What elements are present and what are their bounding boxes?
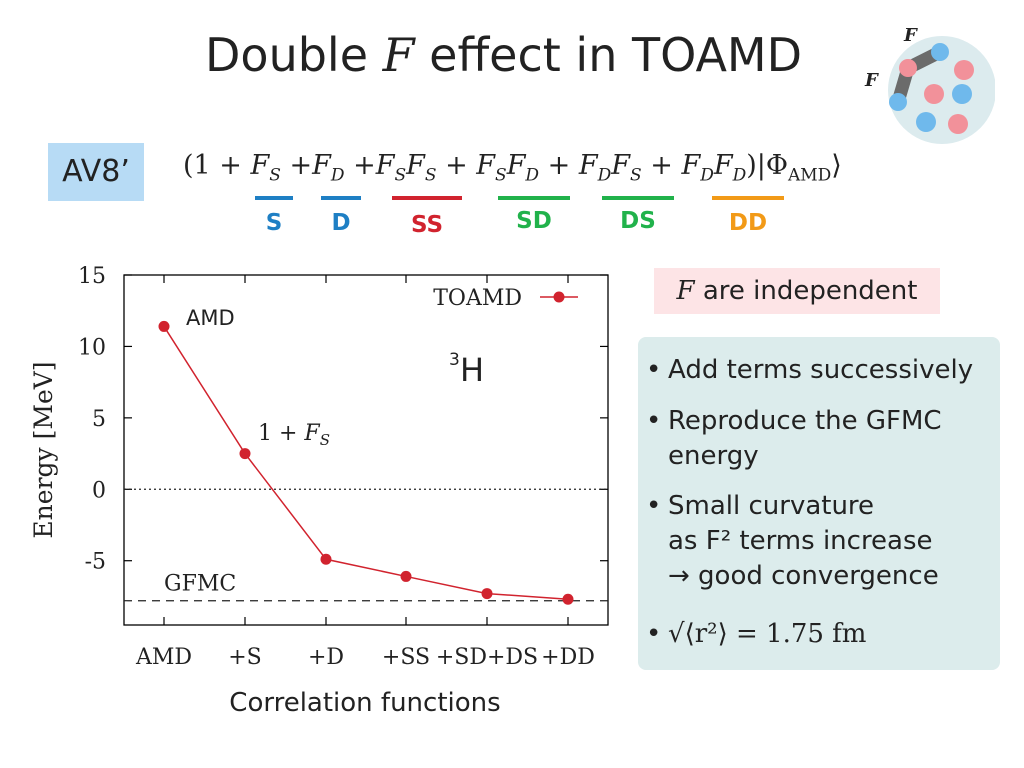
data-point <box>320 553 332 565</box>
term-s: S <box>255 196 293 236</box>
term-sd: SD <box>498 196 570 234</box>
y-tick-label: 15 <box>78 264 106 289</box>
plot-frame <box>123 274 609 626</box>
x-axis-title: Correlation functions <box>229 688 501 718</box>
bullet-marker: • <box>646 491 662 521</box>
nucleus-symbol: H <box>460 351 484 389</box>
title-prefix: Double <box>205 28 368 82</box>
term-label: DS <box>620 208 656 234</box>
term-bar <box>392 196 462 200</box>
x-tick-label: AMD <box>135 645 192 670</box>
term-label: D <box>331 210 351 236</box>
bullet-text: energy <box>668 441 759 471</box>
term-label: SD <box>516 208 552 234</box>
nucleus-mass: 3 <box>449 350 460 370</box>
bullet-text: Reproduce the GFMC <box>668 406 942 436</box>
data-point <box>158 320 170 332</box>
x-tick-label: +DD <box>541 645 595 670</box>
data-point <box>481 588 493 600</box>
x-tick-label: +S <box>228 645 262 670</box>
note-variable: F <box>676 276 695 306</box>
bullet-marker: • <box>646 355 662 385</box>
title-suffix: effect in TOAMD <box>429 28 803 82</box>
term-label: SS <box>410 212 444 238</box>
reference-label: GFMC <box>164 572 236 597</box>
bullet-text: as F² terms increase <box>668 526 933 556</box>
logo-f-left: F <box>864 70 879 91</box>
term-label: DD <box>728 210 768 236</box>
correlation-formula: (1 + FS +FD +FSFS + FSFD + FDFS + FDFD)|… <box>183 150 842 186</box>
term-label: S <box>265 210 283 236</box>
annotation-amd: AMD <box>186 306 235 330</box>
y-tick-label: 5 <box>92 407 106 432</box>
bullet-text: Add terms successively <box>668 355 974 385</box>
term-bar <box>498 196 570 200</box>
slide-title: Double F effect in TOAMD <box>205 28 845 82</box>
summary-box: • Add terms successively • Reproduce the… <box>638 337 1000 670</box>
y-axis-title: Energy [MeV] <box>29 361 58 538</box>
term-bar <box>712 196 784 200</box>
term-ss: SS <box>392 196 462 238</box>
y-tick-label: 10 <box>78 335 106 360</box>
legend-label: TOAMD <box>433 286 522 311</box>
term-bar <box>321 196 361 200</box>
term-d: D <box>321 196 361 236</box>
x-tick-label: +SD+DS <box>436 645 538 670</box>
bullet-text: → good convergence <box>668 561 939 591</box>
term-bar <box>602 196 674 200</box>
legend-marker <box>553 291 565 303</box>
bullet-text: Small curvature <box>668 491 875 521</box>
bullet-text: √⟨r²⟩ = 1.75 fm <box>668 619 867 649</box>
term-ds: DS <box>602 196 674 234</box>
x-tick-label: +D <box>308 645 344 670</box>
interaction-label: AV8’ <box>48 143 144 201</box>
bullet-marker: • <box>646 406 662 436</box>
data-point <box>239 448 251 460</box>
term-dd: DD <box>712 196 784 236</box>
term-bar <box>255 196 293 200</box>
molecule-logo: F F <box>864 25 995 144</box>
y-tick-label: 0 <box>92 478 106 503</box>
y-tick-label: -5 <box>85 550 106 575</box>
data-point <box>562 593 574 605</box>
energy-chart: 15 10 5 0 -5 AMD +S +D +SS +SD+DS +DD Energy [MeV] G… <box>29 264 609 670</box>
independence-note: F are independent <box>654 268 940 314</box>
bullet-marker: • <box>646 619 662 649</box>
logo-f-top: F <box>903 25 918 46</box>
x-tick-label: +SS <box>382 645 430 670</box>
series-line <box>163 326 569 601</box>
title-variable: F <box>382 28 415 82</box>
note-text: are independent <box>702 276 918 306</box>
annotation-fs: 1 + FS <box>258 421 330 449</box>
data-point <box>400 570 412 582</box>
